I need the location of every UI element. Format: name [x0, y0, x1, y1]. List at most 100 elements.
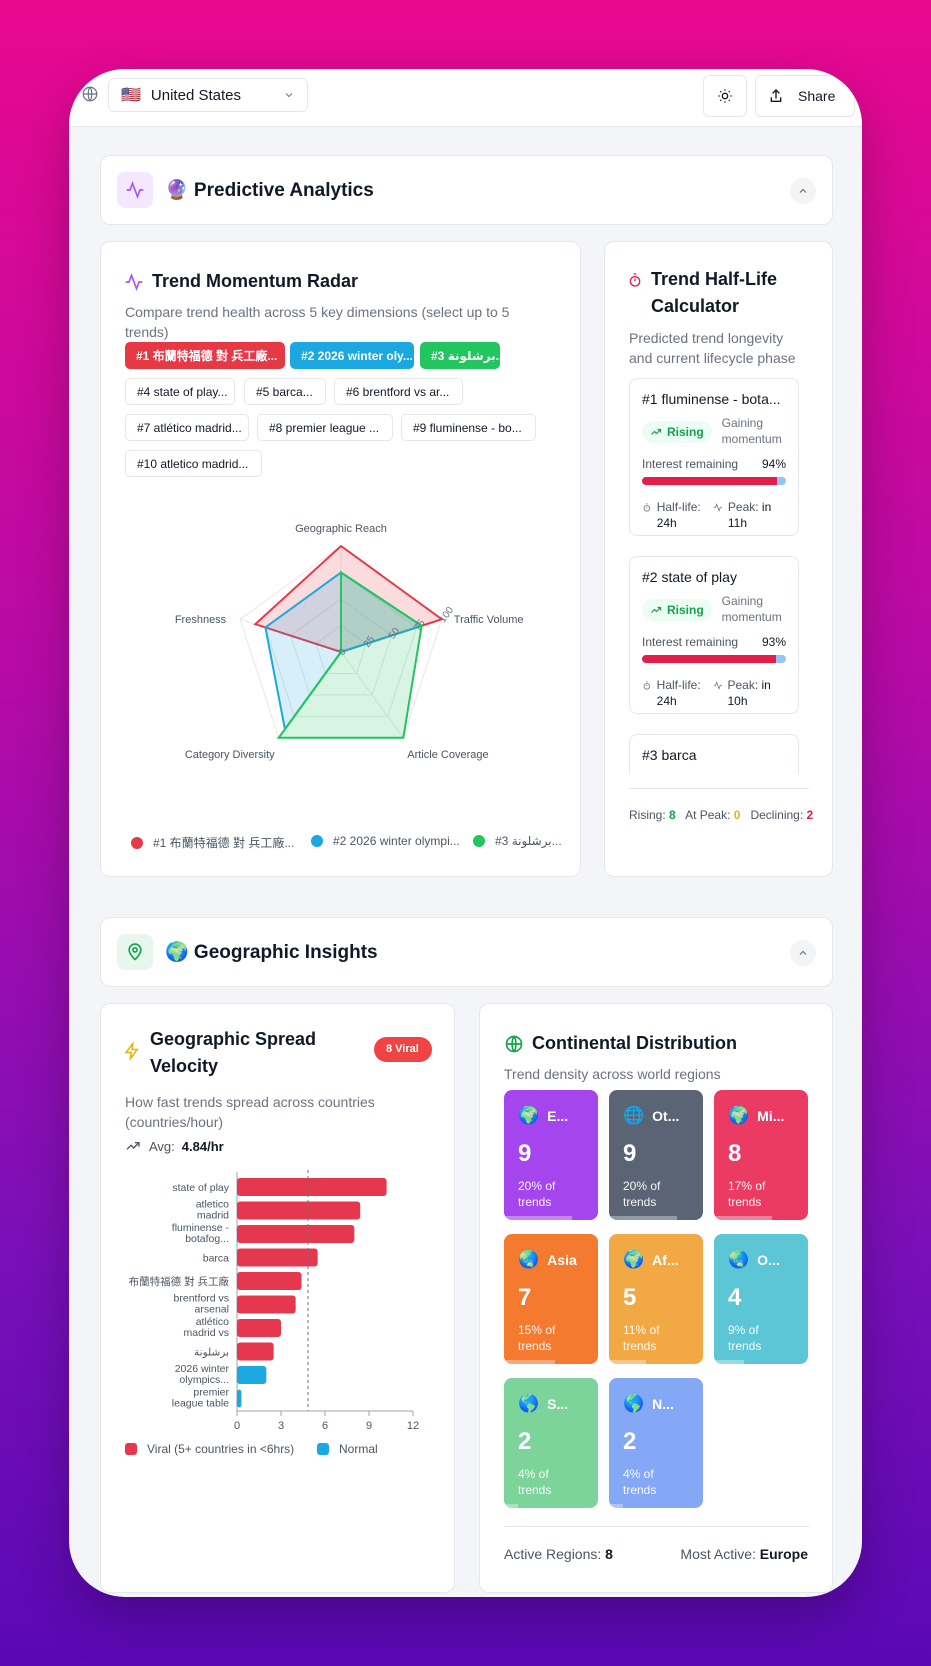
peak-value: Peak: in 10h [727, 677, 786, 709]
half-life-subtitle: Predicted trend longevity and current li… [629, 330, 796, 367]
continent-count: 7 [518, 1284, 532, 1311]
continent-count: 8 [728, 1140, 742, 1167]
trending-up-icon [651, 606, 662, 613]
avg-label: Avg: [149, 1138, 175, 1154]
rising-count: 8 [669, 808, 676, 822]
legend-viral: Viral (5+ countries in <6hrs) [125, 1442, 294, 1456]
active-regions-count: 8 [605, 1546, 613, 1562]
activity-icon [117, 172, 153, 208]
divider [504, 1526, 810, 1527]
interest-bar [642, 655, 786, 664]
interest-bar [642, 477, 786, 486]
lifecycle-phase: Gaining momentum [721, 416, 782, 446]
globe-icon [505, 1035, 523, 1052]
rising-badge-label: Rising [667, 602, 704, 617]
velocity-bar [237, 1272, 302, 1290]
velocity-bar-label: 布蘭特福德 對 兵工廠 [129, 1275, 230, 1288]
continent-tile[interactable]: 🌐 Ot... 9 20% of trends [609, 1090, 703, 1220]
interest-value: 93% [761, 635, 786, 650]
country-select[interactable]: 🇺🇸 United States [108, 78, 308, 112]
half-life-list[interactable]: #1 fluminense - bota... Rising Gaining mom… [605, 374, 832, 774]
radar-grid-ring [315, 624, 367, 674]
radar-axis-label: Traffic Volume [454, 614, 524, 626]
continent-share-bar [714, 1216, 772, 1220]
legend-normal-label: Normal [339, 1442, 378, 1456]
peak-count: 0 [733, 808, 741, 822]
trend-chip[interactable]: #8 premier league ... [257, 414, 393, 441]
half-life-value: Half-life: 24h [657, 499, 713, 531]
lightning-icon [124, 1042, 139, 1060]
predictive-analytics-header[interactable]: 🔮 Predictive Analytics [100, 155, 833, 225]
continent-tile[interactable]: 🌏 Asia 7 15% of trends [504, 1234, 598, 1364]
globe-icon [82, 86, 98, 102]
continent-percent: 20% of trends [623, 1179, 661, 1210]
rising-badge: Rising [642, 598, 712, 621]
radar-title: Trend Momentum Radar [152, 271, 359, 291]
trend-chip[interactable]: #10 atletico madrid... [125, 450, 262, 477]
interest-label: Interest remaining [642, 457, 739, 472]
velocity-bar-label: brentford vs arsenal [174, 1293, 229, 1316]
continent-name: 🌍 E... [518, 1106, 584, 1126]
half-life-status-row: Rising Gaining momentum [642, 416, 786, 447]
continent-tile[interactable]: 🌍 Mi... 8 17% of trends [714, 1090, 808, 1220]
velocity-bar-label: برشلونة [194, 1347, 229, 1359]
trend-chip-selected[interactable]: #1 布蘭特福德 對 兵工廠... [125, 342, 285, 369]
continent-label: N... [652, 1396, 674, 1412]
continent-percent: 11% of trends [623, 1323, 660, 1354]
continent-name: 🌎 N... [623, 1394, 689, 1414]
half-life-value: Half-life: 24h [657, 677, 713, 709]
active-regions-label: Active Regions: [504, 1546, 602, 1562]
continent-label: Ot... [652, 1108, 680, 1124]
radar-legend-item: #2 2026 winter olympi... [311, 834, 460, 848]
continent-tile[interactable]: 🌍 Af... 5 11% of trends [609, 1234, 703, 1364]
theme-toggle-button[interactable] [703, 75, 747, 117]
trend-chip-selected[interactable]: #2 2026 winter oly... [290, 342, 414, 369]
continent-count: 5 [623, 1284, 637, 1311]
half-life-card: Trend Half-Life Calculator Predicted tre… [604, 241, 833, 877]
share-button[interactable]: Share [755, 75, 855, 117]
trend-chip[interactable]: #4 state of play... [125, 378, 235, 405]
peak-label: Peak: [727, 500, 759, 515]
trend-chip[interactable]: #9 fluminense - bo... [401, 414, 536, 441]
continent-count: 2 [623, 1428, 637, 1455]
trend-chip[interactable]: #7 atlético madrid... [125, 414, 249, 441]
continent-percent: 20% of trends [518, 1179, 556, 1210]
half-life-item[interactable]: #2 state of play Rising Gaining momentum In… [629, 556, 799, 714]
trend-chip[interactable]: #5 barca... [244, 378, 326, 405]
trending-up-icon [126, 1142, 140, 1150]
velocity-bar-label: premier league table [172, 1387, 230, 1410]
geographic-insights-header[interactable]: 🌍 Geographic Insights [100, 917, 833, 987]
continent-tile[interactable]: 🌎 S... 2 4% of trends [504, 1378, 598, 1508]
continent-tile[interactable]: 🌍 E... 9 20% of trends [504, 1090, 598, 1220]
continent-name: 🌏 O... [728, 1250, 794, 1270]
trend-chip-selected[interactable]: #3 برشلونة... [420, 342, 500, 369]
collapse-geographic-button[interactable] [790, 940, 816, 966]
half-life-trend-name: #2 state of play [642, 569, 737, 585]
continent-percent: 15% of trends [518, 1323, 556, 1354]
continent-share-bar [609, 1504, 623, 1508]
globe-icon: 🌏 [518, 1250, 540, 1269]
interest-row: Interest remaining 94% [642, 457, 786, 471]
continent-name: 🌍 Mi... [728, 1106, 794, 1126]
average-velocity: Avg: 4.84/hr [125, 1138, 224, 1154]
continent-count: 2 [518, 1428, 532, 1455]
continent-tile[interactable]: 🌏 O... 4 9% of trends [714, 1234, 808, 1364]
half-life-trend-name: #1 fluminense - bota... [642, 391, 781, 407]
chevron-up-icon [799, 188, 807, 193]
continent-share-bar [504, 1360, 555, 1364]
continent-percent: 4% of trends [518, 1467, 552, 1498]
collapse-predictive-button[interactable] [790, 178, 816, 204]
globe-icon: 🌎 [518, 1394, 540, 1413]
x-tick-label: 0 [234, 1420, 240, 1432]
continent-tile[interactable]: 🌎 N... 2 4% of trends [609, 1378, 703, 1508]
interest-label: Interest remaining [642, 635, 739, 650]
lifecycle-phase: Gaining momentum [722, 772, 786, 774]
spread-velocity-subtitle: How fast trends spread across countries … [125, 1094, 375, 1131]
continental-distribution-card: Continental Distribution Trend density a… [479, 1003, 833, 1593]
trend-chip[interactable]: #6 brentford vs ar... [334, 378, 463, 405]
share-icon [770, 89, 782, 102]
timer-icon [629, 273, 641, 287]
half-life-item[interactable]: #1 fluminense - bota... Rising Gaining mom… [629, 378, 799, 536]
map-pin-icon [117, 934, 153, 970]
